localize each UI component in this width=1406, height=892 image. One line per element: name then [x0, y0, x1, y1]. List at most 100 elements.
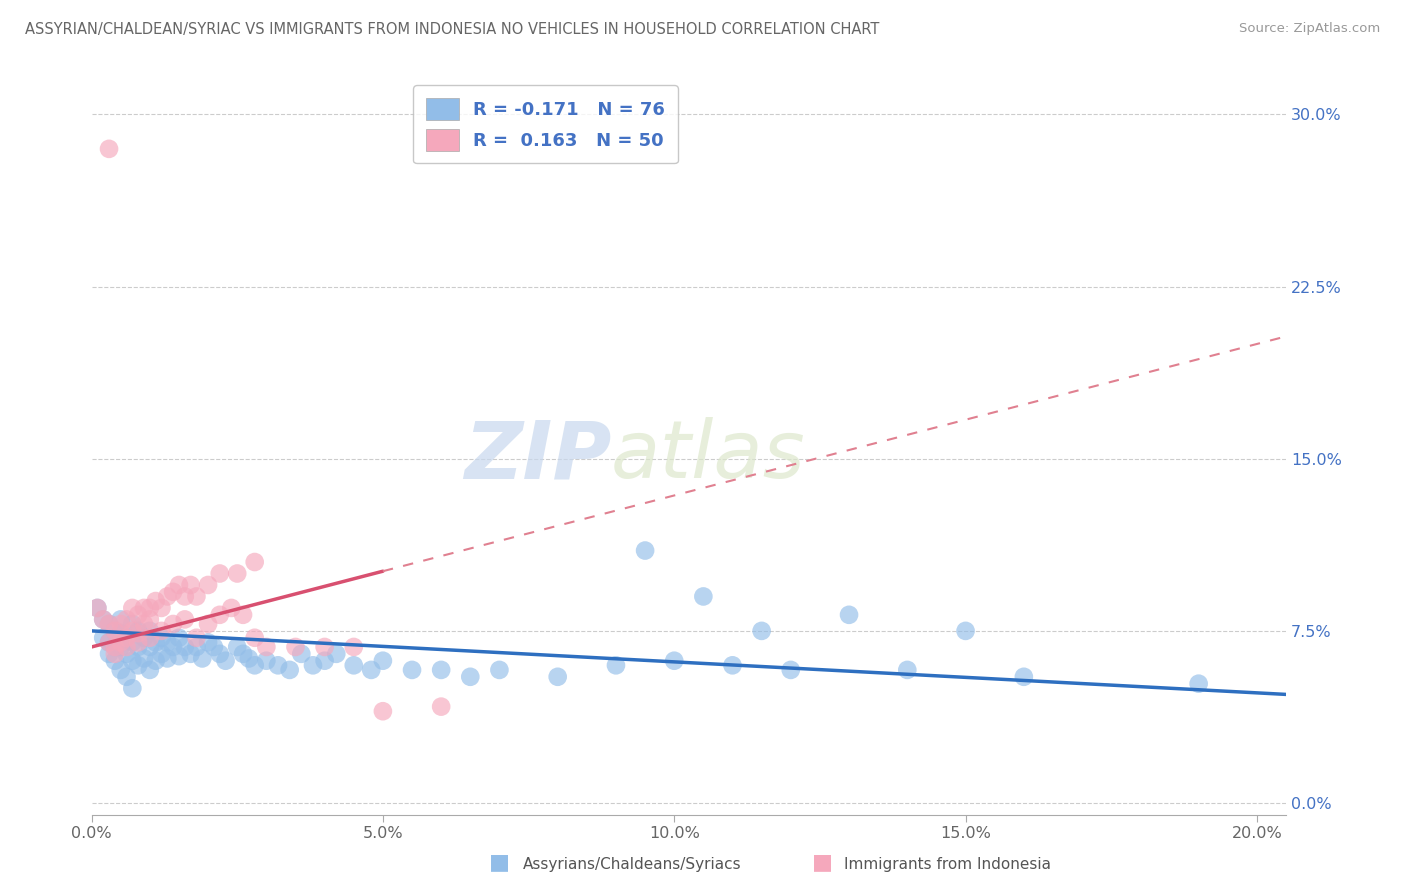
- Point: [226, 640, 249, 654]
- Point: [202, 640, 225, 654]
- Point: [139, 631, 162, 645]
- Point: [180, 578, 202, 592]
- Point: [104, 624, 127, 638]
- Point: [115, 647, 138, 661]
- Point: [115, 631, 138, 645]
- Point: [150, 624, 173, 638]
- Point: [145, 594, 167, 608]
- Point: [110, 640, 132, 654]
- Point: [162, 640, 184, 654]
- Text: atlas: atlas: [612, 417, 806, 495]
- Point: [221, 601, 243, 615]
- Point: [243, 555, 266, 569]
- Point: [214, 654, 236, 668]
- Point: [267, 658, 290, 673]
- Point: [121, 601, 143, 615]
- Point: [208, 647, 231, 661]
- Point: [254, 640, 277, 654]
- Text: ■: ■: [489, 853, 509, 872]
- Point: [197, 578, 219, 592]
- Point: [896, 663, 918, 677]
- Point: [243, 631, 266, 645]
- Point: [139, 624, 162, 638]
- Point: [254, 654, 277, 668]
- Point: [664, 654, 686, 668]
- Point: [430, 663, 453, 677]
- Point: [98, 647, 121, 661]
- Point: [98, 635, 121, 649]
- Point: [226, 566, 249, 581]
- Point: [197, 635, 219, 649]
- Point: [127, 607, 149, 622]
- Point: [838, 607, 860, 622]
- Point: [371, 654, 394, 668]
- Point: [156, 635, 179, 649]
- Point: [325, 647, 347, 661]
- Point: [167, 649, 190, 664]
- Point: [162, 585, 184, 599]
- Point: [150, 647, 173, 661]
- Point: [302, 658, 325, 673]
- Point: [314, 640, 336, 654]
- Point: [121, 624, 143, 638]
- Point: [91, 612, 114, 626]
- Point: [167, 631, 190, 645]
- Point: [104, 640, 127, 654]
- Point: [121, 617, 143, 632]
- Point: [360, 663, 382, 677]
- Point: [173, 640, 195, 654]
- Point: [115, 631, 138, 645]
- Point: [1188, 676, 1211, 690]
- Point: [110, 663, 132, 677]
- Point: [721, 658, 744, 673]
- Point: [132, 631, 155, 645]
- Text: ZIP: ZIP: [464, 417, 612, 495]
- Point: [232, 647, 254, 661]
- Point: [115, 640, 138, 654]
- Point: [121, 654, 143, 668]
- Point: [127, 635, 149, 649]
- Point: [127, 640, 149, 654]
- Point: [186, 590, 208, 604]
- Point: [779, 663, 801, 677]
- Point: [401, 663, 423, 677]
- Point: [145, 635, 167, 649]
- Point: [173, 590, 195, 604]
- Point: [955, 624, 977, 638]
- Point: [605, 658, 627, 673]
- Text: Source: ZipAtlas.com: Source: ZipAtlas.com: [1240, 22, 1381, 36]
- Point: [98, 617, 121, 632]
- Point: [86, 601, 108, 615]
- Point: [290, 647, 312, 661]
- Point: [186, 640, 208, 654]
- Point: [104, 624, 127, 638]
- Point: [145, 654, 167, 668]
- Point: [139, 601, 162, 615]
- Point: [488, 663, 510, 677]
- Legend: R = -0.171   N = 76, R =  0.163   N = 50: R = -0.171 N = 76, R = 0.163 N = 50: [413, 85, 678, 163]
- Point: [162, 617, 184, 632]
- Point: [692, 590, 714, 604]
- Point: [156, 651, 179, 665]
- Point: [91, 631, 114, 645]
- Point: [115, 670, 138, 684]
- Point: [278, 663, 301, 677]
- Point: [139, 663, 162, 677]
- Point: [232, 607, 254, 622]
- Point: [110, 626, 132, 640]
- Point: [86, 601, 108, 615]
- Text: Assyrians/Chaldeans/Syriacs: Assyrians/Chaldeans/Syriacs: [523, 857, 741, 872]
- Point: [208, 566, 231, 581]
- Point: [186, 631, 208, 645]
- Text: ASSYRIAN/CHALDEAN/SYRIAC VS IMMIGRANTS FROM INDONESIA NO VEHICLES IN HOUSEHOLD C: ASSYRIAN/CHALDEAN/SYRIAC VS IMMIGRANTS F…: [25, 22, 880, 37]
- Point: [238, 651, 260, 665]
- Point: [110, 612, 132, 626]
- Point: [173, 612, 195, 626]
- Text: Immigrants from Indonesia: Immigrants from Indonesia: [844, 857, 1050, 872]
- Point: [243, 658, 266, 673]
- Point: [191, 651, 214, 665]
- Point: [91, 612, 114, 626]
- Point: [110, 617, 132, 632]
- Point: [634, 543, 657, 558]
- Point: [115, 612, 138, 626]
